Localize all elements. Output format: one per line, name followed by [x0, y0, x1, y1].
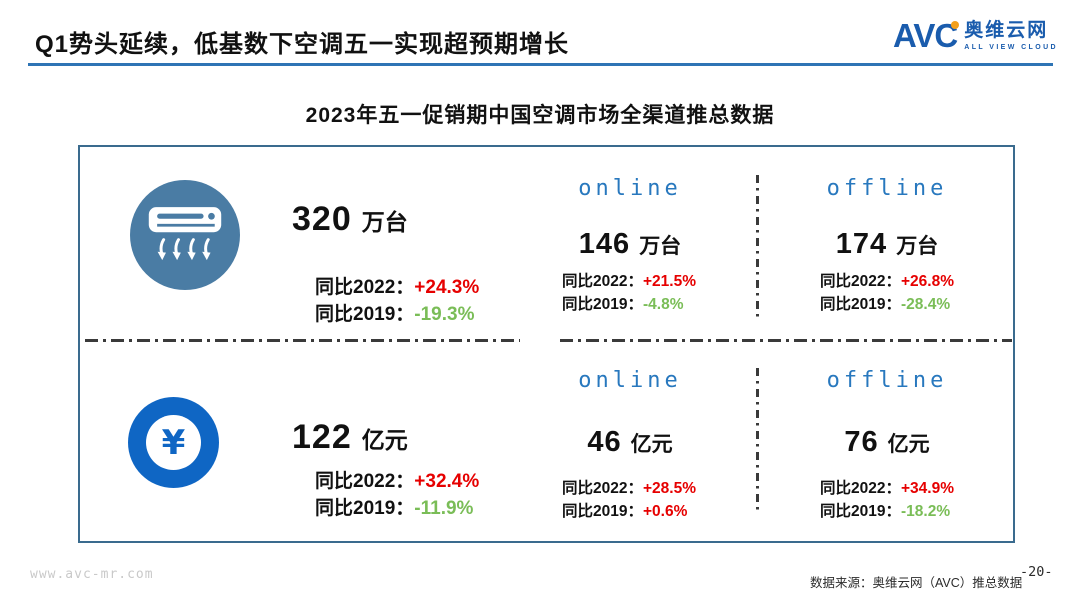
avc-logo-names: 奥维云网 ALL VIEW CLOUD [964, 18, 1058, 52]
data-source-note: 数据来源：奥维云网（AVC）推总数据 [810, 576, 1023, 590]
volume-online-yoy: 同比2022：+21.5% 同比2019：-4.8% [540, 270, 718, 316]
website-url: www.avc-mr.com [30, 567, 154, 582]
amount-total-yoy: 同比2022：+32.4% 同比2019：-11.9% [315, 468, 479, 522]
amount-online-label: online [578, 368, 682, 393]
amount-offline-yoy: 同比2022：+34.9% 同比2019：-18.2% [798, 477, 976, 523]
volume-offline-yoy: 同比2022：+26.8% 同比2019：-28.4% [798, 270, 976, 316]
online-offline-divider [756, 175, 759, 317]
yoy2019-label: 同比2019： [820, 296, 901, 313]
volume-online-yoy2022-value: +21.5% [642, 273, 696, 290]
avc-logo-cn-name: 奥维云网 [964, 20, 1049, 41]
volume-total-value: 320 万台 [292, 200, 408, 239]
volume-online-unit: 万台 [639, 235, 682, 258]
avc-logo-text: AVC [893, 17, 958, 54]
amount-offline-yoy2022-value: +34.9% [900, 480, 954, 497]
title-underline [28, 63, 1053, 66]
amount-online-yoy2019-value: +0.6% [642, 503, 688, 520]
amount-online-value: 46 亿元 [545, 426, 715, 459]
yoy2022-label: 同比2022： [820, 273, 901, 290]
volume-total-yoy2019-value: -19.3% [414, 304, 475, 325]
avc-logo-orange-dot-icon [951, 21, 960, 29]
amount-offline-number: 76 [844, 426, 879, 458]
page-title: Q1势头延续，低基数下空调五一实现超预期增长 [35, 31, 570, 58]
yoy2022-label: 同比2022： [315, 471, 415, 492]
volume-offline-number: 174 [835, 228, 888, 260]
yoy2019-label: 同比2019： [315, 498, 415, 519]
volume-offline-yoy2022-value: +26.8% [900, 273, 954, 290]
amount-online-yoy: 同比2022：+28.5% 同比2019：+0.6% [540, 477, 718, 523]
amount-offline-yoy2019-value: -18.2% [900, 503, 951, 520]
volume-online-number: 146 [578, 228, 631, 260]
row-divider-right [560, 339, 1012, 342]
amount-online-unit: 亿元 [630, 433, 673, 456]
slide-subtitle: 2023年五一促销期中国空调市场全渠道推总数据 [305, 104, 775, 127]
amount-total-value: 122 亿元 [292, 418, 408, 457]
amount-total-yoy2019-value: -11.9% [414, 498, 474, 519]
volume-online-yoy2019-value: -4.8% [642, 296, 684, 313]
volume-total-yoy: 同比2022：+24.3% 同比2019：-19.3% [315, 274, 479, 328]
yoy2022-label: 同比2022： [315, 277, 415, 298]
yuan-icon-inner: ¥ [146, 415, 201, 470]
volume-online-label: online [578, 176, 682, 201]
amount-total-unit: 亿元 [361, 427, 408, 453]
yoy2019-label: 同比2019： [315, 304, 415, 325]
yoy2022-label: 同比2022： [562, 273, 643, 290]
amount-total-number: 122 [292, 418, 352, 456]
yuan-glyph: ¥ [161, 422, 186, 463]
yoy2022-label: 同比2022： [820, 480, 901, 497]
yoy2019-label: 同比2019： [562, 503, 643, 520]
volume-offline-yoy2019-value: -28.4% [900, 296, 951, 313]
amount-total-yoy2022-value: +32.4% [414, 471, 480, 492]
avc-logo-abbr-wrap: AVC [893, 17, 960, 54]
air-conditioner-icon [130, 180, 240, 290]
amount-offline-unit: 亿元 [887, 433, 930, 456]
volume-online-value: 146 万台 [545, 228, 715, 261]
yoy2019-label: 同比2019： [562, 296, 643, 313]
row-divider-left [85, 339, 520, 342]
volume-offline-unit: 万台 [896, 235, 939, 258]
page-number: -20- [1020, 564, 1053, 580]
volume-offline-label: offline [826, 176, 948, 201]
yuan-icon: ¥ [128, 397, 219, 488]
volume-total-unit: 万台 [361, 209, 408, 235]
yoy2022-label: 同比2022： [562, 480, 643, 497]
amount-online-yoy2022-value: +28.5% [642, 480, 696, 497]
yoy2019-label: 同比2019： [820, 503, 901, 520]
avc-logo: AVC 奥维云网 ALL VIEW CLOUD [893, 18, 1058, 54]
volume-total-number: 320 [292, 200, 352, 238]
volume-offline-value: 174 万台 [802, 228, 972, 261]
avc-logo-tagline: ALL VIEW CLOUD [964, 44, 1058, 51]
volume-total-yoy2022-value: +24.3% [414, 277, 480, 298]
amount-offline-label: offline [826, 368, 948, 393]
amount-online-number: 46 [587, 426, 622, 458]
amount-offline-value: 76 亿元 [802, 426, 972, 459]
online-offline-divider [756, 368, 759, 513]
